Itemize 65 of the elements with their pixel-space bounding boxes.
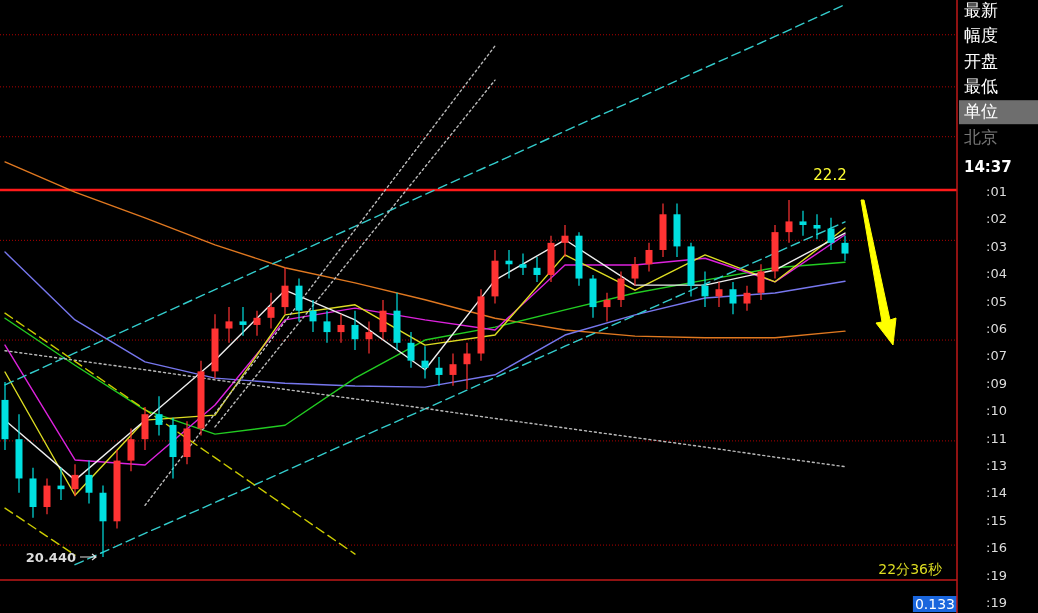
candlestick <box>715 281 723 308</box>
candlestick <box>449 352 457 387</box>
text: :06 <box>986 321 1007 336</box>
text: 最新 <box>964 0 998 20</box>
candlestick <box>379 299 387 340</box>
candlestick <box>337 313 345 344</box>
text: :13 <box>986 458 1007 473</box>
text: 0.133 <box>914 596 955 612</box>
candlestick <box>253 310 261 337</box>
annotation: 20.440 <box>25 550 76 565</box>
text: :05 <box>986 293 1007 309</box>
text: :02 <box>986 211 1007 227</box>
annotation: 22分36秒 <box>878 561 942 577</box>
text: :10 <box>986 403 1007 419</box>
candlestick <box>225 306 233 344</box>
text: :19 <box>986 595 1007 610</box>
text: 最低 <box>964 75 998 96</box>
candlestick <box>827 217 835 251</box>
candlestick <box>421 345 429 380</box>
candlestick <box>785 199 793 244</box>
candlestick <box>519 252 527 276</box>
text: :15 <box>986 512 1007 528</box>
candlestick <box>85 460 93 505</box>
text: 14:37 <box>964 157 1012 176</box>
text: :14 <box>986 485 1007 501</box>
annotation: 22.2 <box>813 166 847 184</box>
candlestick <box>743 285 751 312</box>
candlestick <box>533 256 541 283</box>
text: :04 <box>986 266 1007 282</box>
candlestick <box>701 270 709 308</box>
candlestick <box>323 310 331 344</box>
candlestick <box>309 299 317 333</box>
candlestick <box>617 270 625 308</box>
text: :07 <box>986 348 1007 364</box>
candlestick <box>281 267 289 315</box>
text: 幅度 <box>964 25 998 46</box>
candlestick <box>645 242 653 272</box>
text: 北京 <box>964 126 998 147</box>
candlestick <box>351 310 359 351</box>
candlestick <box>155 395 163 437</box>
candlestick <box>603 292 611 322</box>
candlestick <box>561 224 569 258</box>
text: 开盘 <box>964 50 998 71</box>
candlestick <box>729 281 737 315</box>
text: 单位 <box>964 101 998 122</box>
text: :01 <box>986 184 1007 199</box>
text: :11 <box>986 430 1007 446</box>
candlestick <box>71 463 79 497</box>
candlestick <box>43 477 51 515</box>
candlestick <box>757 263 765 301</box>
candlestick <box>463 342 471 390</box>
candlestick <box>799 210 807 237</box>
candlestick <box>365 320 373 355</box>
candlestick <box>841 235 849 262</box>
text: :09 <box>986 375 1007 391</box>
candlestick <box>407 331 415 369</box>
text: :16 <box>986 540 1007 556</box>
candlestick <box>127 427 135 472</box>
candlestick <box>239 306 247 337</box>
candlestick <box>813 213 821 240</box>
candlestick <box>435 356 443 387</box>
candlestick <box>631 256 639 287</box>
candlestick <box>267 292 275 330</box>
text: :19 <box>986 567 1007 583</box>
text: :03 <box>986 238 1007 254</box>
